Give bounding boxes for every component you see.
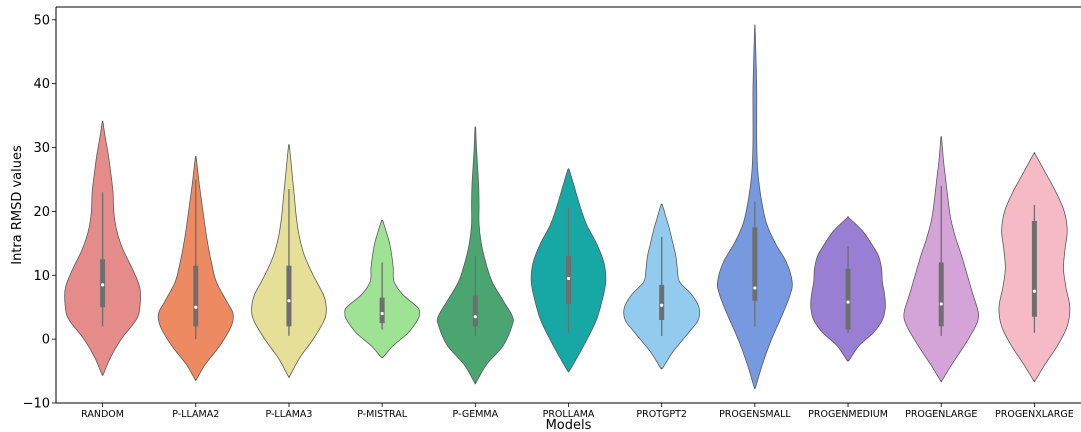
y-tick-label: 50 <box>33 13 50 28</box>
iqr-box-p-llama2 <box>193 265 199 327</box>
y-tick-label: 0 <box>42 333 50 348</box>
median-dot-p-mistral <box>380 311 384 316</box>
x-tick-label-p-llama3: P-LLAMA3 <box>265 409 312 420</box>
iqr-box-protgpt2 <box>659 284 665 320</box>
median-dot-p-gemma <box>473 315 477 319</box>
x-tick-label-progenxlarge: PROGENXLARGE <box>995 409 1074 420</box>
y-axis-title: Intra RMSD values <box>10 145 25 265</box>
x-tick-label-progenlarge: PROGENLARGE <box>905 409 977 420</box>
violins-layer <box>64 24 1071 390</box>
iqr-box-progensmall <box>752 227 758 301</box>
y-tick-label: −10 <box>23 397 50 412</box>
y-tick-label: 10 <box>33 269 50 284</box>
x-tick-label-progenmedium: PROGENMEDIUM <box>808 409 888 420</box>
median-dot-protgpt2 <box>660 303 664 307</box>
y-tick-label: 30 <box>33 141 50 156</box>
x-tick-label-prollama: PROLLAMA <box>543 409 595 420</box>
iqr-box-p-llama3 <box>286 265 292 327</box>
boxes-layer <box>100 179 1037 340</box>
violin-p-gemma <box>436 126 514 385</box>
x-tick-label-p-llama2: P-LLAMA2 <box>172 409 219 420</box>
x-tick-label-p-mistral: P-MISTRAL <box>357 409 407 420</box>
median-dot-p-llama2 <box>194 305 198 309</box>
iqr-box-progenxlarge <box>1031 220 1037 317</box>
iqr-box-p-gemma <box>472 295 478 327</box>
x-tick-label-p-gemma: P-GEMMA <box>453 409 499 420</box>
axes-layer: RANDOM P-LLAMA2 P-LLAMA3 P-MISTRAL P-GEMMA PR… <box>23 6 1081 420</box>
iqr-box-progenmedium <box>845 268 851 330</box>
x-tick-label-random: RANDOM <box>81 409 124 420</box>
x-tick-label-protgpt2: PROTGPT2 <box>636 409 687 420</box>
x-tick-label-progensmall: PROGENSMALL <box>719 409 791 420</box>
median-dot-prollama <box>566 276 571 281</box>
iqr-box-progenlarge <box>938 262 944 327</box>
median-dot-p-llama3 <box>287 299 291 303</box>
median-dot-progenxlarge <box>1032 289 1037 293</box>
iqr-box-p-mistral <box>379 297 385 324</box>
y-tick-label: 20 <box>33 205 50 220</box>
median-dot-progenmedium <box>846 300 850 304</box>
x-axis-title: Models <box>546 418 592 432</box>
median-dot-random <box>100 283 105 287</box>
y-tick-label: 40 <box>33 77 50 92</box>
median-dot-progensmall <box>753 286 757 290</box>
median-dot-progenlarge <box>939 302 943 306</box>
